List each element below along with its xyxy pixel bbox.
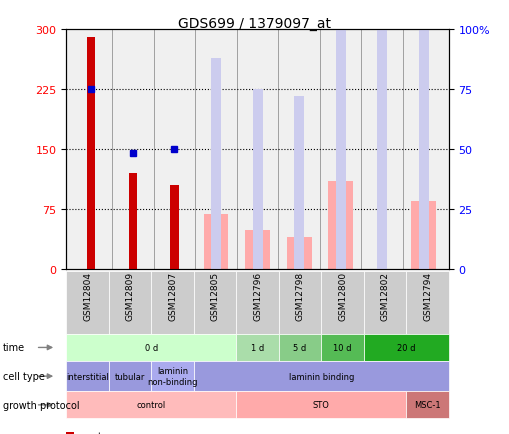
Text: 0 d: 0 d	[145, 343, 158, 352]
Text: 20 d: 20 d	[397, 343, 415, 352]
Text: time: time	[3, 343, 24, 352]
Bar	[328, 181, 352, 269]
Bar	[245, 231, 269, 269]
Text: 5 d: 5 d	[293, 343, 306, 352]
Text: 10 d: 10 d	[333, 343, 351, 352]
Bar	[252, 90, 262, 269]
Text: GSM12805: GSM12805	[210, 271, 219, 320]
Text: laminin binding: laminin binding	[288, 372, 353, 381]
Text: STO: STO	[312, 401, 329, 409]
Text: GDS699 / 1379097_at: GDS699 / 1379097_at	[178, 17, 331, 31]
Text: GSM12798: GSM12798	[295, 271, 304, 320]
Bar	[203, 215, 228, 269]
Bar	[418, 0, 428, 269]
Bar	[294, 97, 303, 269]
Bar	[170, 186, 178, 269]
Bar	[87, 38, 95, 269]
Bar	[286, 237, 311, 269]
Text: laminin
non-binding: laminin non-binding	[147, 367, 197, 386]
Text: tubular: tubular	[115, 372, 145, 381]
Text: MSC-1: MSC-1	[413, 401, 440, 409]
Text: control: control	[136, 401, 165, 409]
Bar	[335, 0, 345, 269]
Text: GSM12802: GSM12802	[380, 271, 389, 320]
Text: growth protocol: growth protocol	[3, 400, 79, 410]
Text: cell type: cell type	[3, 372, 44, 381]
Bar	[411, 201, 436, 269]
Bar	[377, 0, 386, 269]
Text: GSM12800: GSM12800	[337, 271, 346, 320]
Bar	[211, 59, 220, 269]
Bar	[128, 174, 137, 269]
Text: count: count	[76, 431, 102, 434]
Text: GSM12807: GSM12807	[168, 271, 177, 320]
Text: GSM12796: GSM12796	[252, 271, 262, 320]
Text: GSM12809: GSM12809	[125, 271, 134, 320]
Text: GSM12794: GSM12794	[422, 271, 431, 320]
Text: 1 d: 1 d	[250, 343, 264, 352]
Text: GSM12804: GSM12804	[83, 271, 92, 320]
Text: interstitial: interstitial	[66, 372, 109, 381]
